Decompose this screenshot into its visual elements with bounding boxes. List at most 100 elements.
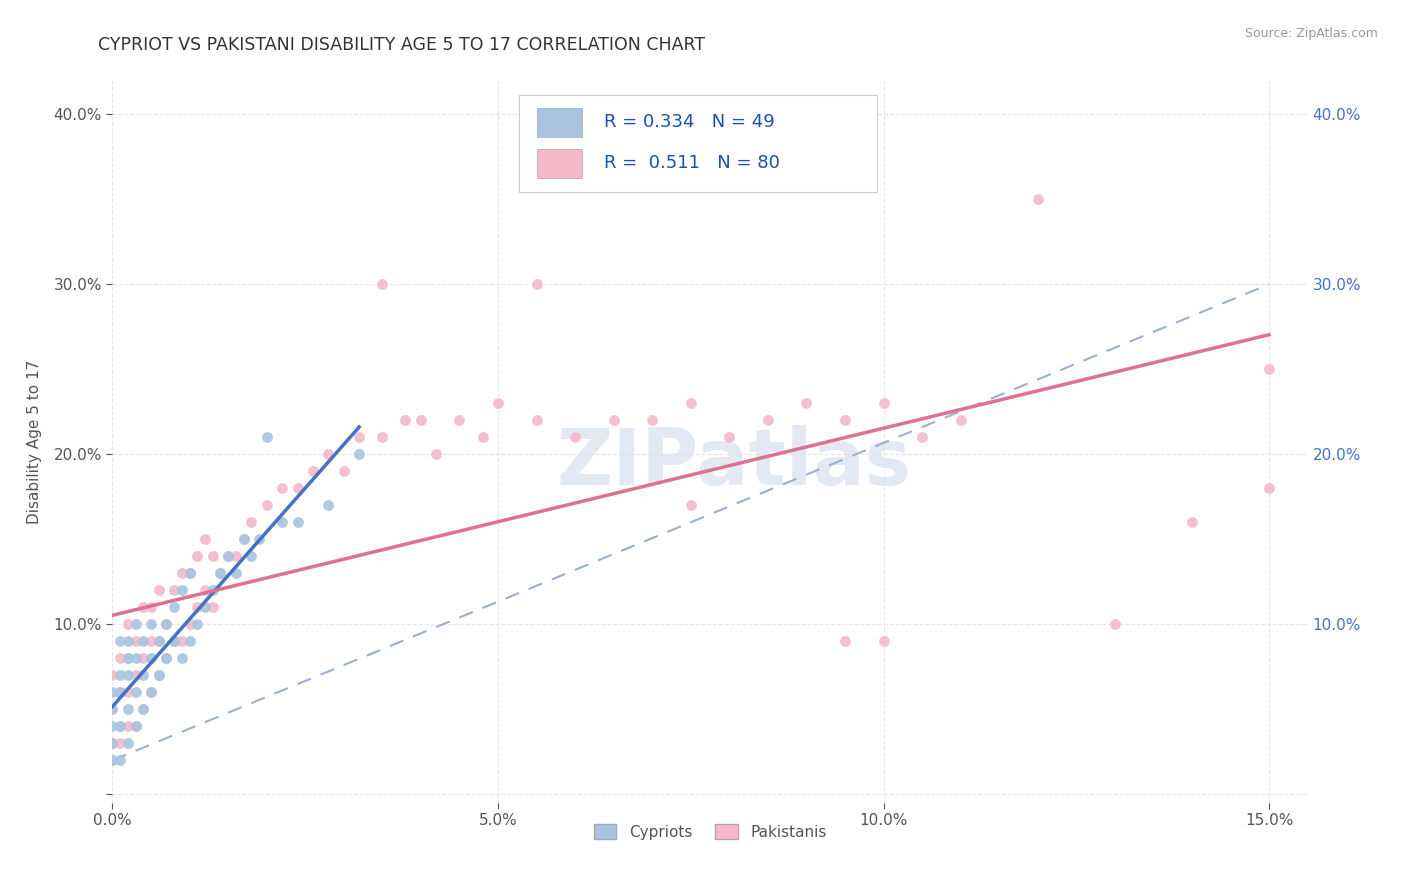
Point bbox=[371, 430, 394, 444]
Point bbox=[117, 719, 139, 733]
Point bbox=[124, 617, 146, 632]
Point bbox=[409, 413, 432, 427]
Point bbox=[872, 634, 894, 648]
Point bbox=[101, 736, 124, 750]
Point bbox=[225, 549, 247, 564]
Point bbox=[163, 583, 186, 598]
Point bbox=[602, 413, 624, 427]
Point bbox=[139, 685, 162, 699]
Point bbox=[1181, 516, 1204, 530]
Point bbox=[124, 719, 146, 733]
Point bbox=[796, 396, 818, 410]
Point bbox=[170, 566, 193, 581]
Point bbox=[201, 600, 224, 615]
Point bbox=[163, 634, 186, 648]
Point bbox=[302, 464, 325, 478]
Point bbox=[394, 413, 416, 427]
Point bbox=[201, 583, 224, 598]
Point bbox=[139, 600, 162, 615]
Point bbox=[718, 430, 741, 444]
Point bbox=[194, 600, 217, 615]
Point bbox=[163, 634, 186, 648]
Point bbox=[679, 498, 702, 512]
Text: Source: ZipAtlas.com: Source: ZipAtlas.com bbox=[1244, 27, 1378, 40]
Point bbox=[1104, 617, 1126, 632]
Point bbox=[117, 634, 139, 648]
Point bbox=[240, 549, 263, 564]
Point bbox=[108, 685, 131, 699]
Point bbox=[170, 634, 193, 648]
Point bbox=[232, 533, 254, 547]
Point bbox=[117, 651, 139, 665]
Bar bbox=[537, 108, 582, 136]
Point bbox=[371, 277, 394, 292]
Point bbox=[117, 702, 139, 716]
Text: R =  0.511   N = 80: R = 0.511 N = 80 bbox=[603, 154, 779, 172]
Point bbox=[117, 685, 139, 699]
Point bbox=[108, 753, 131, 767]
Point bbox=[179, 634, 201, 648]
Point bbox=[425, 447, 447, 461]
Point bbox=[117, 736, 139, 750]
Point bbox=[117, 617, 139, 632]
Point bbox=[287, 481, 309, 495]
Point bbox=[641, 413, 664, 427]
Point bbox=[225, 566, 247, 581]
Point bbox=[256, 498, 278, 512]
Point bbox=[287, 516, 309, 530]
Point bbox=[139, 651, 162, 665]
Point bbox=[256, 430, 278, 444]
Point bbox=[108, 719, 131, 733]
Point bbox=[186, 617, 208, 632]
Point bbox=[124, 685, 146, 699]
Point bbox=[911, 430, 934, 444]
Point bbox=[186, 600, 208, 615]
Point bbox=[148, 634, 170, 648]
Point bbox=[194, 583, 217, 598]
Y-axis label: Disability Age 5 to 17: Disability Age 5 to 17 bbox=[28, 359, 42, 524]
Point bbox=[209, 566, 232, 581]
Point bbox=[101, 685, 124, 699]
Point bbox=[170, 583, 193, 598]
Point bbox=[124, 651, 146, 665]
Point bbox=[194, 533, 217, 547]
Point bbox=[170, 651, 193, 665]
Point bbox=[155, 651, 177, 665]
Point bbox=[949, 413, 972, 427]
Point bbox=[247, 533, 270, 547]
Point bbox=[564, 430, 586, 444]
Point bbox=[179, 566, 201, 581]
Point bbox=[108, 651, 131, 665]
Point bbox=[148, 668, 170, 682]
Point bbox=[318, 447, 340, 461]
Point bbox=[108, 736, 131, 750]
Text: CYPRIOT VS PAKISTANI DISABILITY AGE 5 TO 17 CORRELATION CHART: CYPRIOT VS PAKISTANI DISABILITY AGE 5 TO… bbox=[98, 36, 706, 54]
Point bbox=[333, 464, 356, 478]
Bar bbox=[519, 95, 877, 193]
Point bbox=[232, 533, 254, 547]
Point bbox=[1026, 192, 1049, 206]
Point bbox=[163, 634, 186, 648]
Point bbox=[756, 413, 779, 427]
Point bbox=[217, 549, 239, 564]
Point bbox=[101, 668, 124, 682]
Point bbox=[834, 413, 856, 427]
Point bbox=[101, 753, 124, 767]
Point bbox=[526, 277, 548, 292]
Legend: Cypriots, Pakistanis: Cypriots, Pakistanis bbox=[588, 818, 832, 846]
Point bbox=[132, 651, 155, 665]
Point bbox=[108, 634, 131, 648]
Point bbox=[186, 549, 208, 564]
Point bbox=[179, 617, 201, 632]
Point bbox=[148, 583, 170, 598]
Point bbox=[139, 685, 162, 699]
Point bbox=[271, 516, 294, 530]
Point bbox=[201, 549, 224, 564]
Point bbox=[486, 396, 509, 410]
Point bbox=[124, 634, 146, 648]
Point bbox=[449, 413, 471, 427]
Point bbox=[101, 753, 124, 767]
Text: R = 0.334   N = 49: R = 0.334 N = 49 bbox=[603, 113, 775, 131]
Point bbox=[139, 634, 162, 648]
Point bbox=[108, 685, 131, 699]
